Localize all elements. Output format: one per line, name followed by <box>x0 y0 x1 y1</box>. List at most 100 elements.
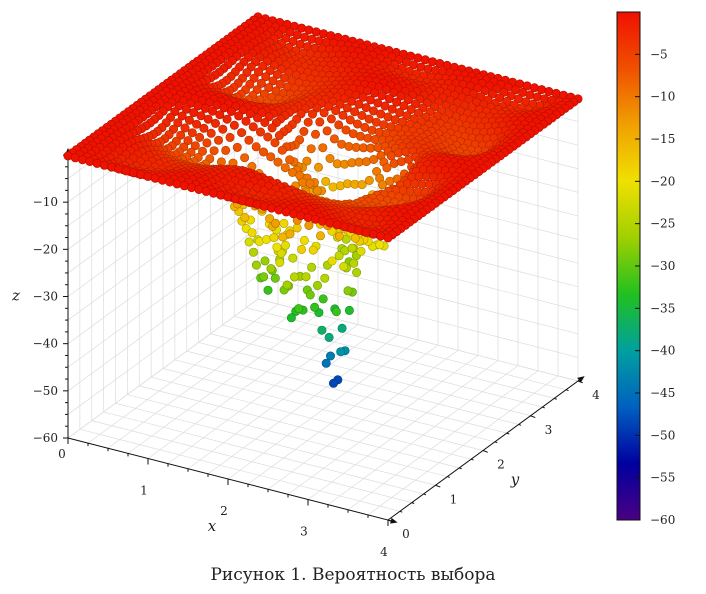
data-point <box>349 258 359 268</box>
data-point <box>222 114 232 124</box>
data-point <box>342 103 352 113</box>
data-point <box>345 115 355 125</box>
data-point <box>321 358 331 368</box>
z-tick-label: −50 <box>33 384 58 398</box>
data-point <box>357 180 367 190</box>
data-point <box>356 246 366 256</box>
data-point <box>201 186 211 196</box>
data-point <box>392 97 402 107</box>
x-axis-label: x <box>208 517 217 535</box>
data-point <box>350 233 360 243</box>
grid-floor-x <box>247 344 439 485</box>
data-point <box>195 132 205 142</box>
grid-floor-y <box>246 307 567 391</box>
data-point <box>263 132 273 142</box>
data-point <box>347 243 357 253</box>
data-point <box>289 272 299 282</box>
grid-floor-x <box>307 360 499 500</box>
data-point <box>306 144 316 154</box>
colorbar: −5 −10 −15 −20 −25 −30 −35 −40 −45 −50 −55 −60 <box>616 11 675 527</box>
data-point <box>279 218 289 228</box>
data-point <box>329 134 339 144</box>
data-point <box>248 122 258 132</box>
data-point <box>198 146 208 156</box>
colorbar-tick-label: −25 <box>650 217 675 231</box>
y-tick <box>482 450 488 453</box>
data-point <box>215 110 225 120</box>
data-point <box>244 135 254 145</box>
data-point <box>285 155 295 165</box>
data-point <box>334 120 344 130</box>
data-point <box>323 101 333 111</box>
data-point <box>318 143 328 153</box>
data-point <box>183 136 193 146</box>
data-point <box>275 257 285 267</box>
data-point <box>310 302 320 312</box>
data-point <box>234 111 244 121</box>
data-point <box>396 91 406 101</box>
data-point <box>277 145 287 155</box>
data-point <box>237 128 247 138</box>
data-point <box>313 162 323 172</box>
data-point <box>274 131 284 141</box>
data-point <box>318 294 328 304</box>
data-point <box>389 88 399 98</box>
data-point <box>251 260 261 270</box>
data-point <box>361 103 371 113</box>
data-point <box>315 117 325 127</box>
data-point <box>184 115 194 125</box>
data-point <box>344 305 354 315</box>
z-tick-label: −10 <box>33 195 58 209</box>
data-point <box>304 221 314 231</box>
data-point <box>199 123 209 133</box>
y-tick-label: 3 <box>545 423 553 437</box>
data-point <box>321 176 331 186</box>
data-point <box>328 182 338 192</box>
data-point <box>265 214 275 224</box>
axis-lines <box>63 147 585 526</box>
data-point <box>317 325 327 335</box>
data-point <box>341 125 351 135</box>
data-point <box>78 155 88 165</box>
data-point <box>241 116 251 126</box>
grid-floor-y <box>210 333 531 417</box>
colorbar-tick-label: −40 <box>650 344 675 358</box>
data-point <box>240 212 250 222</box>
z-tick-label: −30 <box>33 290 58 304</box>
colorbar-tick-label: −10 <box>650 90 675 104</box>
z-axis-label: z <box>11 287 20 305</box>
grid-wall-z <box>67 180 259 321</box>
data-point <box>312 186 322 196</box>
data-point <box>334 251 344 261</box>
data-point <box>240 153 250 163</box>
y-tick <box>411 502 415 504</box>
y-tick <box>470 458 474 461</box>
x-tick-label: 0 <box>58 447 66 461</box>
data-point <box>334 231 344 241</box>
data-point <box>338 110 348 120</box>
data-point <box>177 111 187 121</box>
data-point <box>369 155 379 165</box>
data-point <box>273 157 283 167</box>
data-point <box>312 280 322 290</box>
y-tick <box>518 423 522 426</box>
data-point <box>382 163 392 173</box>
data-point <box>315 231 325 241</box>
data-point <box>158 175 168 185</box>
data-point <box>343 286 353 296</box>
data-point <box>302 156 312 166</box>
data-point <box>322 126 332 136</box>
data-point <box>255 127 265 137</box>
data-point <box>263 285 273 295</box>
data-point <box>272 70 282 80</box>
y-tick-label: 4 <box>592 388 600 402</box>
data-point <box>320 273 330 283</box>
y-axis-arrow <box>577 376 585 383</box>
data-point <box>208 106 218 116</box>
data-point <box>350 107 360 117</box>
data-point <box>286 313 296 323</box>
data-point <box>173 118 183 128</box>
y-tick <box>387 519 393 523</box>
data-point <box>258 147 268 157</box>
y-tick <box>423 493 427 496</box>
